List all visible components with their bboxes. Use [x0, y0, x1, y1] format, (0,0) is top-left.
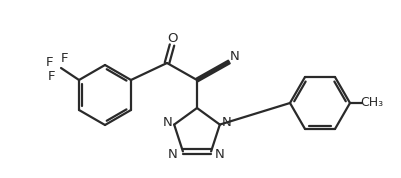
- Text: N: N: [162, 116, 172, 129]
- Text: N: N: [230, 51, 240, 64]
- Text: F: F: [45, 56, 53, 69]
- Text: CH₃: CH₃: [360, 96, 384, 109]
- Text: N: N: [215, 148, 225, 161]
- Text: F: F: [60, 51, 68, 64]
- Text: F: F: [47, 69, 55, 82]
- Text: N: N: [222, 116, 232, 129]
- Text: N: N: [168, 148, 178, 161]
- Text: O: O: [167, 32, 177, 44]
